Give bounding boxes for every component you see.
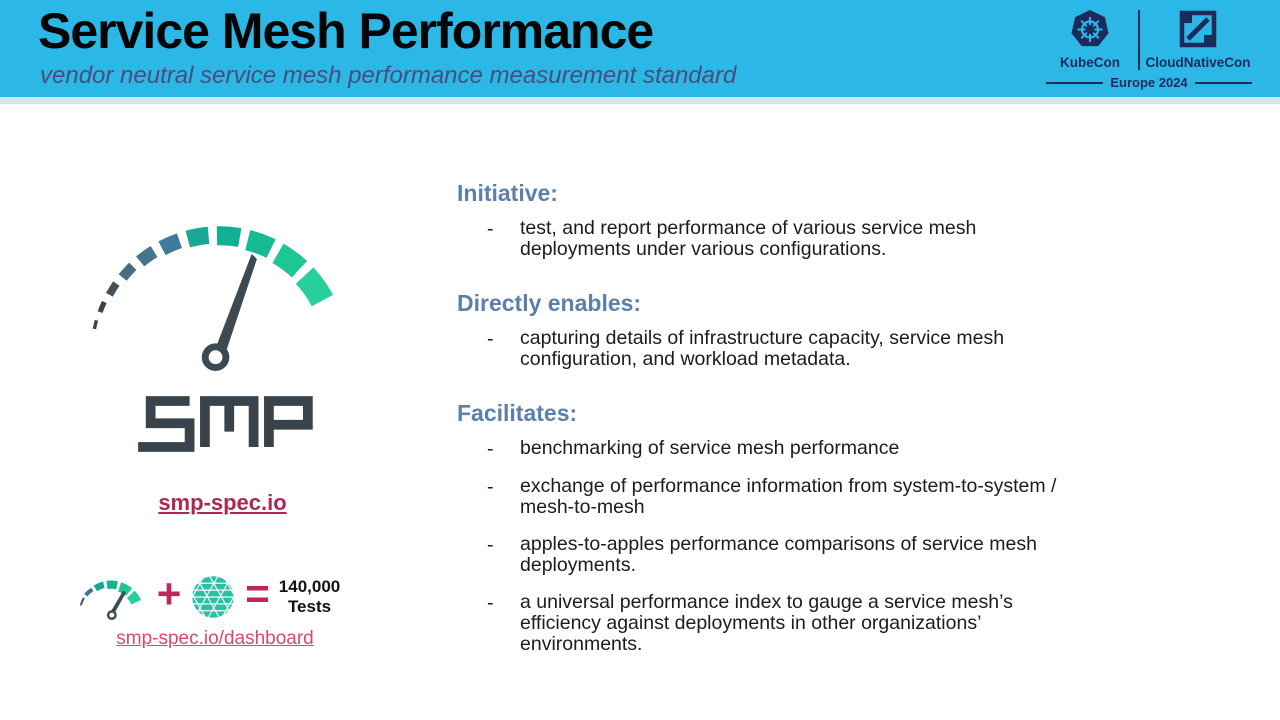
section-facilitates: Facilitates: - benchmarking of service m… <box>457 400 1217 656</box>
smp-wordmark <box>132 392 314 456</box>
mini-gauge-icon <box>74 572 148 622</box>
logo-divider <box>1138 10 1140 70</box>
bullet-text: benchmarking of service mesh performance <box>520 436 900 459</box>
edition-text: Europe 2024 <box>1110 75 1188 90</box>
content-column: Initiative: - test, and report performan… <box>457 180 1217 685</box>
section-directly-enables: Directly enables: - capturing details of… <box>457 290 1217 371</box>
bullet-item: - test, and report performance of variou… <box>457 217 1217 261</box>
meshery-mesh-icon <box>190 574 236 620</box>
cloudnativecon-logo: CloudNativeCon <box>1144 8 1252 70</box>
bullet-text: test, and report performance of various … <box>520 217 977 261</box>
section-initiative: Initiative: - test, and report performan… <box>457 180 1217 261</box>
bullet-dash: - <box>487 218 494 240</box>
cncf-square-icon <box>1177 8 1219 50</box>
header-banner: Service Mesh Performance vendor neutral … <box>0 0 1280 104</box>
section-heading-directly-enables: Directly enables: <box>457 289 642 316</box>
bullet-dash: - <box>487 475 494 498</box>
tests-count-number: 140,000 <box>278 577 341 597</box>
smp-gauge-logo <box>74 222 364 377</box>
bullet-item: - capturing details of infrastructure ca… <box>457 326 1217 371</box>
bullet-item: - apples-to-apples performance compariso… <box>457 532 1217 577</box>
edition-line-left <box>1046 81 1104 84</box>
dashboard-link[interactable]: smp-spec.io/dashboard <box>116 628 314 649</box>
section-heading-facilitates: Facilitates: <box>457 399 578 426</box>
bullet-item: - a universal performance index to gauge… <box>457 590 1217 656</box>
equals-icon: = <box>245 570 270 617</box>
bullet-item: - benchmarking of service mesh performan… <box>457 436 1217 461</box>
bullet-dash: - <box>487 591 494 614</box>
slide-title: Service Mesh Performance <box>38 3 654 59</box>
event-edition: Europe 2024 <box>1046 75 1253 90</box>
event-logos: KubeCon CloudNativeCon Europe 2024 <box>1046 8 1253 90</box>
bullet-dash: - <box>487 533 494 556</box>
cloudnativecon-label: CloudNativeCon <box>1145 55 1251 70</box>
tests-count-label: Tests <box>287 597 332 616</box>
kubernetes-wheel-icon <box>1069 8 1111 50</box>
bullet-dash: - <box>487 437 494 460</box>
edition-line-right <box>1194 81 1253 84</box>
tests-count: 140,000 Tests <box>279 577 340 616</box>
kubecon-logo: KubeCon <box>1046 8 1134 70</box>
smp-spec-link[interactable]: smp-spec.io <box>158 490 287 515</box>
section-heading-initiative: Initiative: <box>457 180 558 206</box>
bullet-text: capturing details of infrastructure capa… <box>520 326 1005 371</box>
slide-subtitle: vendor neutral service mesh performance … <box>40 62 737 89</box>
bullet-text: exchange of performance information from… <box>520 474 1057 519</box>
bullet-text: a universal performance index to gauge a… <box>520 590 1013 656</box>
tests-equation: + = 140,000 Tests <box>52 566 362 628</box>
kubecon-label: KubeCon <box>1060 55 1120 70</box>
bullet-item: - exchange of performance information fr… <box>457 474 1217 519</box>
bullet-dash: - <box>487 327 494 350</box>
bullet-text: apples-to-apples performance comparisons… <box>520 532 1037 577</box>
plus-icon: + <box>156 570 182 617</box>
